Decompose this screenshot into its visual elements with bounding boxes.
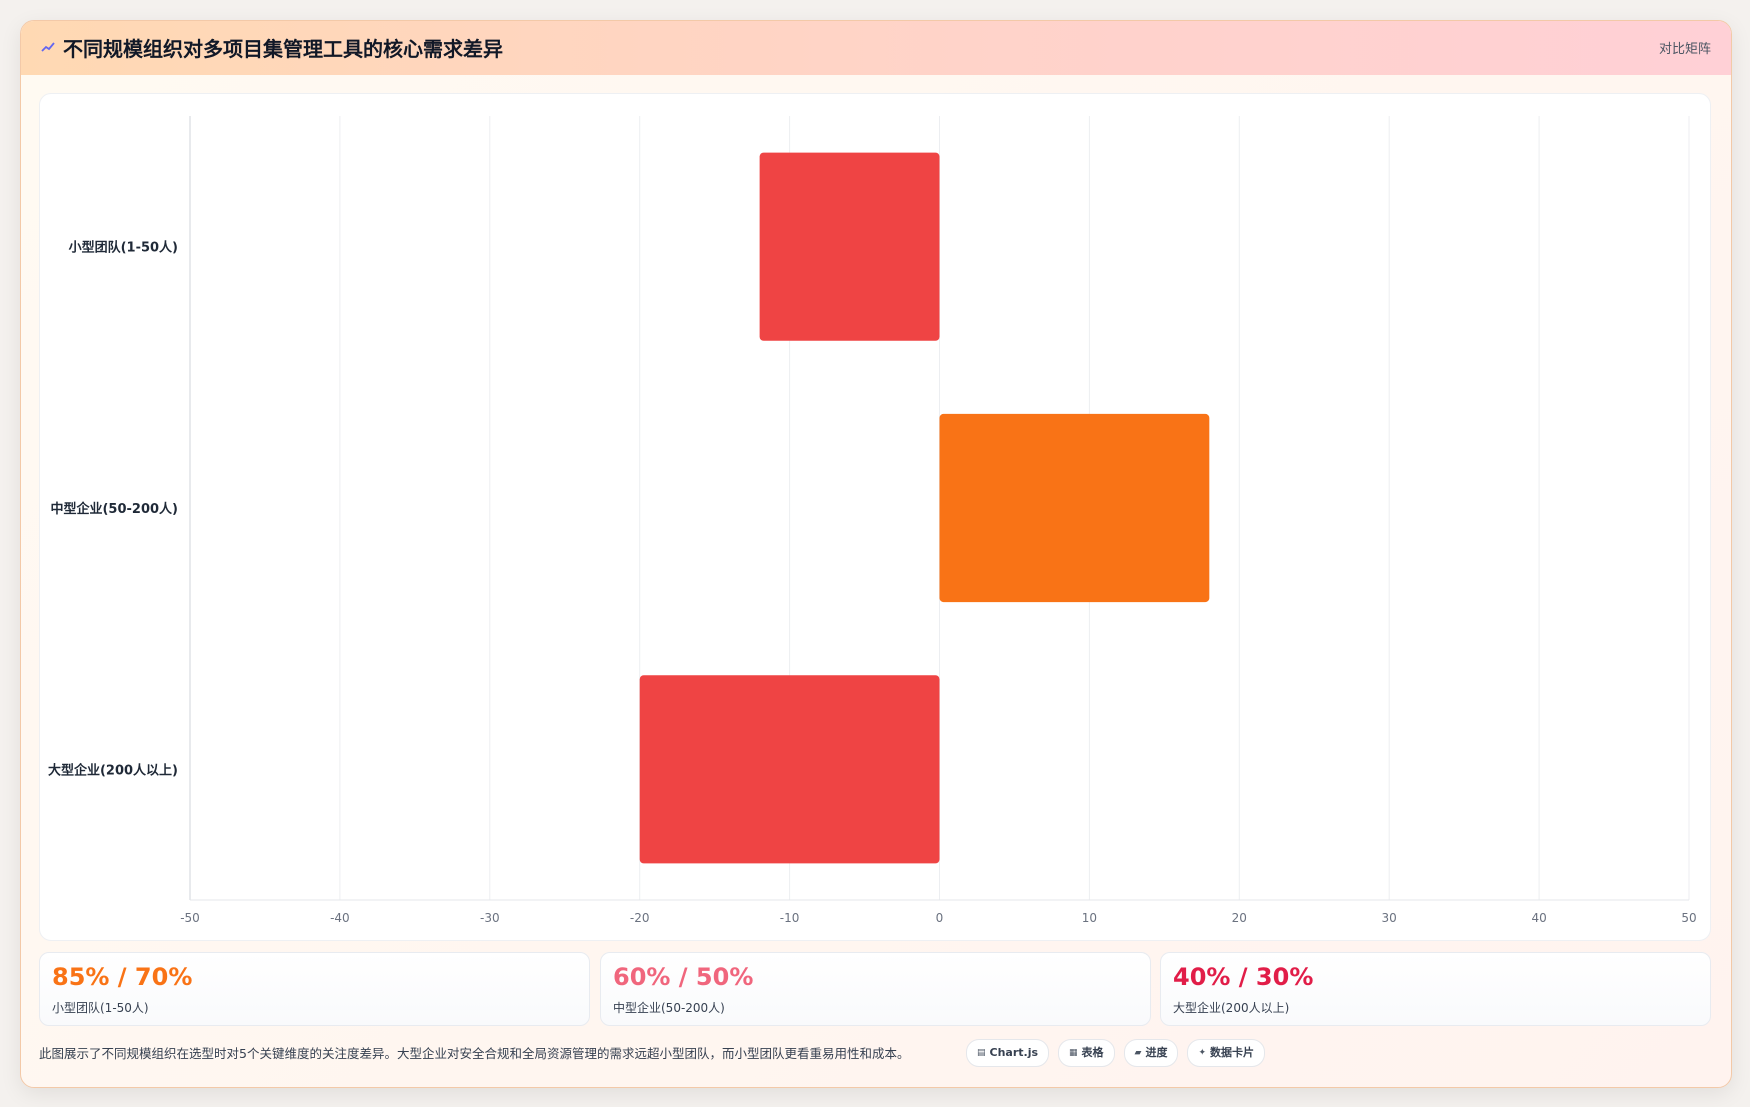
bar-2[interactable]	[939, 413, 1210, 603]
tag-label: 表格	[1081, 1046, 1104, 1059]
table-icon: ▦	[1069, 1048, 1078, 1058]
view-badge[interactable]: 对比矩阵	[1658, 42, 1711, 57]
stat-label: 小型团队(1-50人)	[52, 1001, 149, 1015]
x-tick-label: 30	[1382, 911, 1397, 925]
chart-caption: 此图展示了不同规模组织在选型时对5个关键维度的关注度差异。大型企业对安全合规和全…	[39, 1046, 910, 1061]
line-chart-icon	[41, 42, 55, 52]
tag-chartjs[interactable]: ▤ Chart.js	[966, 1039, 1050, 1067]
x-tick-label: 10	[1082, 911, 1097, 925]
progress-icon: ▰	[1134, 1048, 1142, 1058]
y-tick-label: 小型团队(1-50人)	[69, 240, 178, 256]
tag-label: Chart.js	[989, 1046, 1039, 1059]
tag-label: 进度	[1145, 1046, 1168, 1059]
tag-progress[interactable]: ▰ 进度	[1123, 1039, 1179, 1067]
page-title: 不同规模组织对多项目集管理工具的核心需求差异	[63, 37, 503, 61]
chart-card: 不同规模组织对多项目集管理工具的核心需求差异 对比矩阵 -50 -40 -30 -20…	[20, 20, 1732, 1088]
stat-value: 85% / 70%	[52, 963, 193, 991]
stat-value: 60% / 50%	[613, 963, 754, 991]
tag-table[interactable]: ▦ 表格	[1058, 1039, 1115, 1067]
tech-tags: ▤ Chart.js ▦ 表格 ▰ 进度 ✦ 数据卡片	[966, 1039, 1266, 1067]
tag-label: 数据卡片	[1210, 1046, 1255, 1059]
x-tick-label: -40	[330, 911, 350, 925]
bar-1[interactable]	[759, 152, 940, 341]
bar-3[interactable]	[639, 675, 940, 864]
stat-value: 40% / 30%	[1173, 963, 1314, 991]
stat-card-small: 85% / 70% 小型团队(1-50人)	[39, 952, 590, 1026]
stat-card-large: 40% / 30% 大型企业(200人以上)	[1160, 952, 1711, 1026]
x-tick-label: 20	[1232, 911, 1247, 925]
x-tick-label: -20	[630, 911, 650, 925]
y-tick-label: 中型企业(50-200人)	[50, 501, 178, 517]
bar-chart: -50 -40 -30 -20 -10 0 10 20 30 40 50 小型团队(1-50人) 中型企…	[48, 116, 1697, 925]
bars	[639, 152, 1210, 864]
stat-label: 中型企业(50-200人)	[613, 1001, 725, 1015]
chart-panel: -50 -40 -30 -20 -10 0 10 20 30 40 50 小型团队(1-50人) 中型企…	[39, 93, 1711, 941]
stat-card-medium: 60% / 50% 中型企业(50-200人)	[600, 952, 1151, 1026]
tag-data-card[interactable]: ✦ 数据卡片	[1187, 1039, 1266, 1067]
x-tick-label: -30	[480, 911, 500, 925]
y-tick-label: 大型企业(200人以上)	[48, 762, 178, 778]
axis-labels: -50 -40 -30 -20 -10 0 10 20 30 40 50 小型团队(1-50人) 中型企…	[48, 240, 1697, 925]
x-tick-label: 50	[1681, 911, 1696, 925]
x-tick-label: -50	[180, 911, 200, 925]
x-tick-label: -10	[780, 911, 800, 925]
x-tick-label: 40	[1531, 911, 1546, 925]
chart-icon: ▤	[977, 1048, 986, 1058]
stat-label: 大型企业(200人以上)	[1173, 1001, 1290, 1015]
card-header: 不同规模组织对多项目集管理工具的核心需求差异 对比矩阵	[21, 21, 1731, 75]
sparkle-icon: ✦	[1198, 1048, 1207, 1058]
x-tick-label: 0	[936, 911, 944, 925]
